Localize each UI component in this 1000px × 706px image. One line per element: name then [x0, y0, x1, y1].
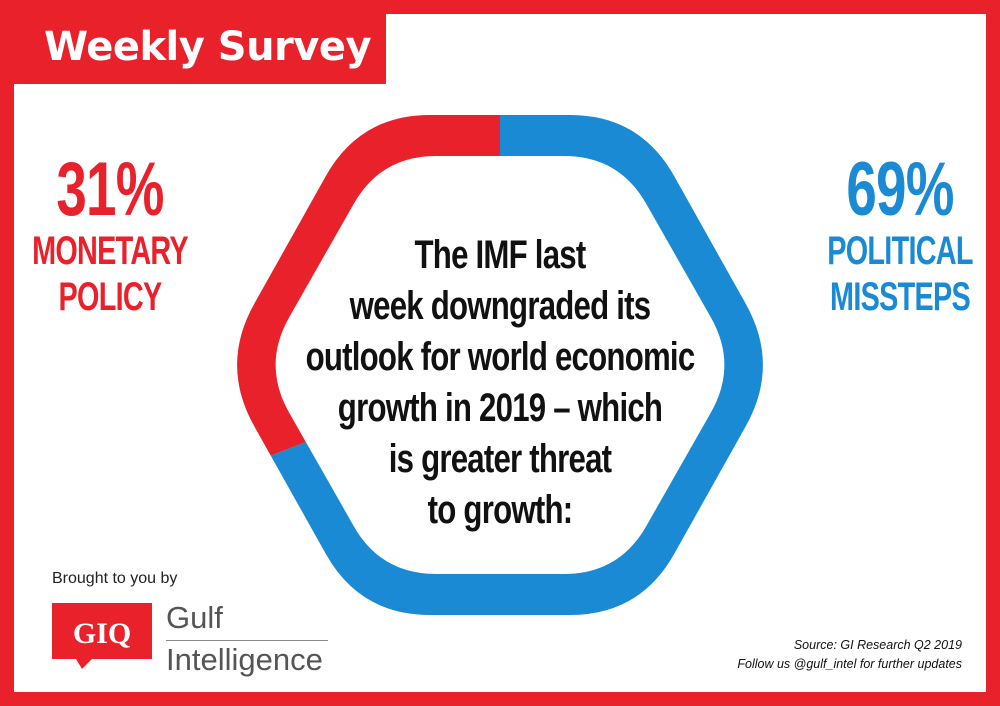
- survey-question: The IMF last week downgraded its outlook…: [305, 230, 696, 536]
- source-text: Source: GI Research Q2 2019: [793, 638, 962, 652]
- label-monetary-policy: 31% MONETARY POLICY: [16, 152, 203, 320]
- header-tag: Weekly Survey: [14, 14, 386, 84]
- question-line: to growth:: [427, 488, 573, 532]
- question-line: is greater threat: [388, 437, 612, 481]
- header-title: Weekly Survey: [44, 24, 372, 70]
- logo-name-gulf: Gulf: [166, 600, 223, 635]
- logo-divider: [166, 640, 328, 641]
- category-political-line1: POLITICAL: [827, 229, 973, 273]
- question-line: outlook for world economic: [305, 335, 696, 379]
- question-line: The IMF last: [414, 233, 587, 277]
- category-monetary-line1: MONETARY: [32, 229, 189, 273]
- value-monetary-policy: 31%: [56, 147, 164, 232]
- follow-text: Follow us @gulf_intel for further update…: [737, 657, 962, 671]
- category-political-line2: MISSTEPS: [830, 275, 971, 319]
- question-line: growth in 2019 – which: [337, 386, 663, 430]
- source-note: Source: GI Research Q2 2019 Follow us @g…: [602, 636, 962, 674]
- question-line: week downgraded its: [349, 284, 651, 328]
- value-political-missteps: 69%: [846, 147, 954, 232]
- gulf-intelligence-logo-mark: GIQ: [52, 603, 152, 669]
- category-monetary-line2: POLICY: [58, 275, 163, 319]
- logo-name-intelligence: Intelligence: [166, 642, 323, 677]
- sponsor-caption: Brought to you by: [52, 570, 178, 587]
- logo-mark-text: GIQ: [73, 617, 131, 650]
- label-political-missteps: 69% POLITICAL MISSTEPS: [799, 152, 1000, 320]
